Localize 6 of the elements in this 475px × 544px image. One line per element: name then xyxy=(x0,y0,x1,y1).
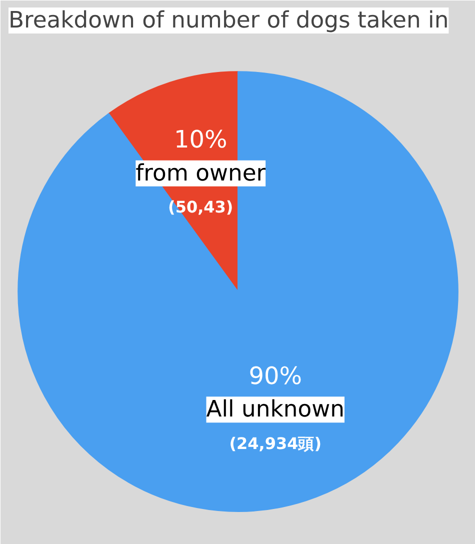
text: (24,934頭) xyxy=(229,434,322,454)
chart-title: Breakdown of number of dogs taken in xyxy=(8,8,449,34)
data-label: 90% xyxy=(248,362,302,390)
slice-label: from owner xyxy=(136,160,266,186)
slice-label: All unknown xyxy=(206,396,345,423)
data-label: 10% xyxy=(174,125,228,154)
